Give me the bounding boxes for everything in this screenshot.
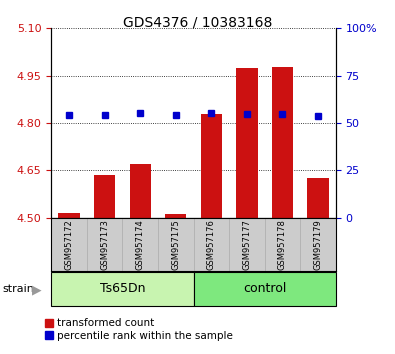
FancyBboxPatch shape — [51, 272, 194, 306]
Text: GSM957176: GSM957176 — [207, 219, 216, 270]
Text: GSM957175: GSM957175 — [171, 219, 180, 270]
Text: GSM957178: GSM957178 — [278, 219, 287, 270]
Text: strain: strain — [2, 284, 34, 294]
Bar — [201, 114, 222, 218]
Bar — [165, 213, 186, 218]
Text: control: control — [243, 282, 286, 295]
Legend: transformed count, percentile rank within the sample: transformed count, percentile rank withi… — [45, 319, 233, 341]
Bar — [130, 164, 151, 218]
Text: Ts65Dn: Ts65Dn — [100, 282, 145, 295]
FancyBboxPatch shape — [194, 272, 336, 306]
Bar — [236, 68, 258, 218]
Text: ▶: ▶ — [32, 284, 42, 296]
Text: GSM957177: GSM957177 — [243, 219, 251, 270]
Text: GDS4376 / 10383168: GDS4376 / 10383168 — [123, 16, 272, 30]
Text: GSM957174: GSM957174 — [136, 219, 145, 270]
Text: GSM957172: GSM957172 — [65, 219, 73, 270]
Bar — [94, 175, 115, 218]
Bar — [272, 67, 293, 218]
Bar — [58, 213, 80, 218]
Text: GSM957173: GSM957173 — [100, 219, 109, 270]
Bar — [307, 178, 329, 218]
Text: GSM957179: GSM957179 — [314, 219, 322, 270]
